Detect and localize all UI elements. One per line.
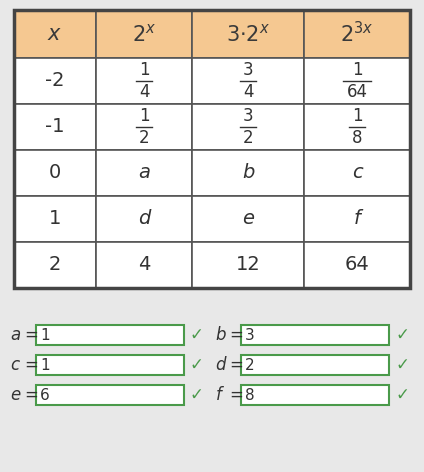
Text: 2: 2 [245, 357, 255, 372]
Text: $b$: $b$ [215, 326, 227, 344]
Bar [14, 104, 96, 150]
Text: 2: 2 [139, 129, 149, 147]
Bar [14, 196, 96, 242]
Text: ✓: ✓ [190, 356, 204, 374]
Bar [14, 10, 410, 288]
Text: 2: 2 [243, 129, 253, 147]
Text: $e$: $e$ [10, 386, 22, 404]
Bar [192, 104, 304, 150]
Bar [36, 355, 184, 375]
Text: 1: 1 [49, 210, 61, 228]
Text: -1: -1 [45, 118, 65, 136]
Bar [304, 58, 410, 104]
Text: $2^{3x}$: $2^{3x}$ [340, 21, 374, 47]
Text: ✓: ✓ [190, 386, 204, 404]
Text: $c$: $c$ [10, 356, 21, 374]
Text: 4: 4 [139, 83, 149, 101]
Bar [36, 325, 184, 345]
Bar [96, 150, 192, 196]
Bar [241, 325, 389, 345]
Text: ✓: ✓ [395, 326, 409, 344]
Bar [241, 355, 389, 375]
Text: $x$: $x$ [47, 24, 62, 44]
Text: 3: 3 [243, 61, 253, 79]
Text: =: = [229, 356, 243, 374]
Bar [14, 58, 96, 104]
Text: e: e [242, 210, 254, 228]
Bar [96, 242, 192, 288]
Text: =: = [229, 386, 243, 404]
Bar [304, 150, 410, 196]
Bar [304, 10, 410, 58]
Text: 3: 3 [243, 107, 253, 125]
Text: $a$: $a$ [10, 326, 21, 344]
Text: =: = [229, 326, 243, 344]
Text: ✓: ✓ [190, 326, 204, 344]
Bar [192, 242, 304, 288]
Text: ✓: ✓ [395, 356, 409, 374]
Text: 12: 12 [236, 255, 260, 275]
Bar [14, 10, 96, 58]
Text: 1: 1 [139, 61, 149, 79]
Text: f: f [354, 210, 360, 228]
Bar [14, 242, 96, 288]
Text: $f$: $f$ [215, 386, 225, 404]
Bar [304, 104, 410, 150]
Bar [96, 104, 192, 150]
Text: 4: 4 [243, 83, 253, 101]
Text: 3: 3 [245, 328, 255, 343]
Bar [304, 242, 410, 288]
Text: 64: 64 [346, 83, 368, 101]
Text: $2^x$: $2^x$ [132, 23, 156, 45]
Text: 1: 1 [139, 107, 149, 125]
Bar [96, 196, 192, 242]
Text: 2: 2 [49, 255, 61, 275]
Text: =: = [24, 356, 38, 374]
Text: ✓: ✓ [395, 386, 409, 404]
Bar [192, 196, 304, 242]
Bar [96, 58, 192, 104]
Text: 1: 1 [351, 107, 363, 125]
Text: 0: 0 [49, 163, 61, 183]
Bar [192, 150, 304, 196]
Text: -2: -2 [45, 71, 65, 91]
Bar [36, 385, 184, 405]
Bar [192, 10, 304, 58]
Text: 1: 1 [351, 61, 363, 79]
Bar [96, 10, 192, 58]
Text: 8: 8 [245, 388, 255, 403]
Text: c: c [351, 163, 363, 183]
Text: a: a [138, 163, 150, 183]
Text: $d$: $d$ [215, 356, 228, 374]
Text: 8: 8 [352, 129, 362, 147]
Text: =: = [24, 326, 38, 344]
Text: b: b [242, 163, 254, 183]
Text: 4: 4 [138, 255, 150, 275]
Bar [192, 58, 304, 104]
Bar [14, 150, 96, 196]
Text: d: d [138, 210, 150, 228]
Bar [304, 196, 410, 242]
Text: 1: 1 [40, 328, 50, 343]
Bar [241, 385, 389, 405]
Text: 6: 6 [40, 388, 50, 403]
Text: $3{\cdot}2^x$: $3{\cdot}2^x$ [226, 23, 270, 45]
Text: 64: 64 [345, 255, 369, 275]
Text: 1: 1 [40, 357, 50, 372]
Text: =: = [24, 386, 38, 404]
